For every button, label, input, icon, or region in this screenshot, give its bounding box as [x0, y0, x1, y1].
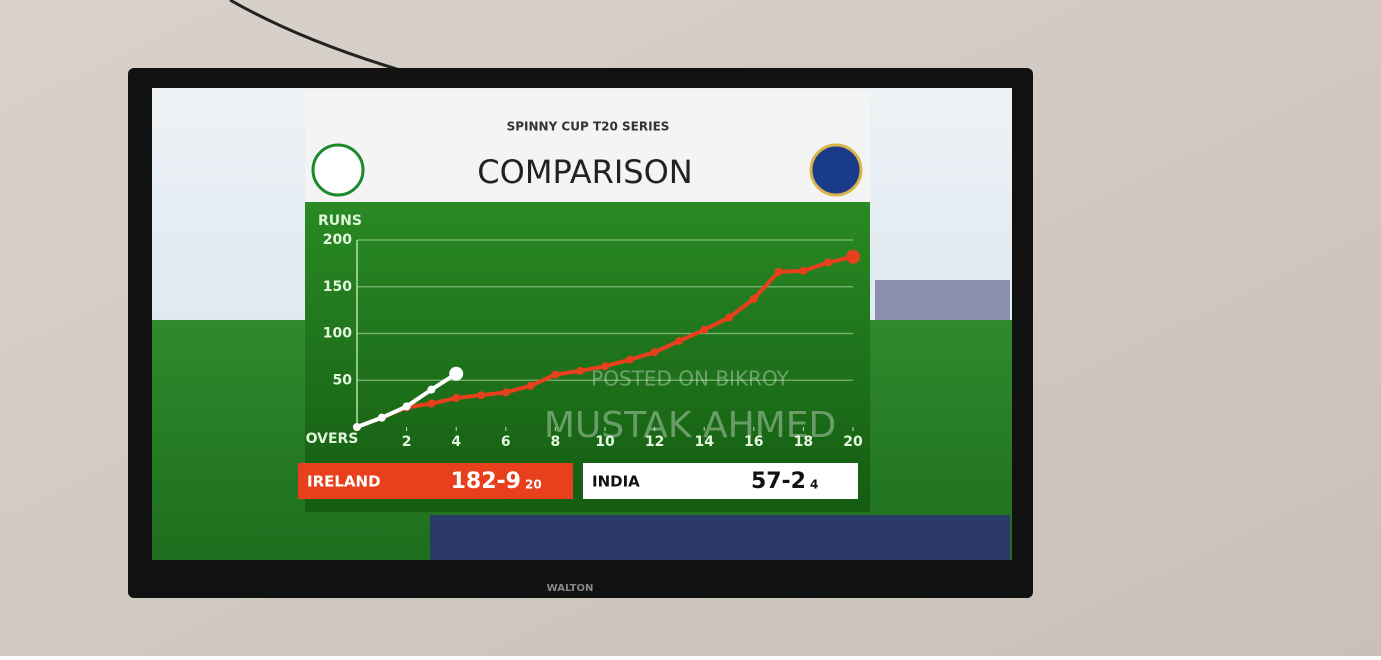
boundary-roof	[430, 515, 1010, 560]
team-score: 182-9	[451, 469, 521, 494]
y-axis-label: RUNS	[318, 213, 362, 229]
data-point	[353, 423, 361, 431]
data-point	[601, 362, 609, 371]
plot: 50 100 150 200 2 4 6 8 10 12 14 16 18 20	[323, 232, 863, 450]
data-point	[501, 388, 510, 397]
score-box	[583, 463, 858, 499]
data-point	[700, 325, 709, 334]
data-point	[427, 385, 436, 394]
x-tick-label: 12	[645, 434, 664, 450]
x-tick-label: 10	[595, 434, 615, 450]
team-name: IRELAND	[307, 473, 381, 491]
data-point	[774, 267, 783, 276]
data-point	[477, 391, 485, 400]
data-point	[749, 294, 758, 303]
data-point	[551, 370, 560, 379]
watermark: MUSTAK AHMED	[544, 405, 836, 446]
data-point	[377, 413, 386, 422]
chart-panel	[305, 202, 870, 512]
x-tick-label: 8	[551, 434, 561, 450]
x-axis-label: OVERS	[306, 431, 359, 447]
data-point	[846, 249, 860, 264]
x-tick-label: 16	[744, 434, 763, 450]
data-point	[449, 366, 464, 381]
data-point	[452, 394, 461, 403]
team-overs: 4	[810, 478, 818, 492]
data-point	[725, 313, 733, 322]
cable	[229, 0, 401, 72]
team-overs: 20	[525, 478, 542, 492]
data-point	[824, 258, 833, 267]
india-logo	[809, 143, 863, 197]
x-tick-label: 2	[402, 434, 412, 450]
tv-brand: WALTON	[547, 583, 594, 594]
data-point	[576, 366, 585, 375]
y-tick-label: 50	[333, 372, 353, 388]
data-point	[675, 336, 684, 345]
y-tick-label: 100	[323, 326, 352, 342]
x-tick-label: 6	[501, 434, 511, 450]
data-point	[799, 266, 808, 275]
data-point	[625, 355, 634, 364]
team-name: INDIA	[592, 473, 640, 491]
y-tick-label: 200	[323, 232, 352, 248]
x-tick-label: 4	[451, 434, 461, 450]
title-panel	[305, 92, 870, 202]
data-point	[526, 381, 535, 390]
x-tick-label: 14	[694, 434, 714, 450]
chart-title: COMPARISON	[477, 153, 692, 191]
team-score: 57-2	[751, 469, 806, 494]
stands	[875, 280, 1010, 320]
series-title: SPINNY CUP T20 SERIES	[507, 120, 670, 134]
x-tick-label: 20	[843, 434, 863, 450]
watermark: POSTED ON BIKROY	[591, 367, 789, 391]
scoreboard: IRELAND 182-9 20 INDIA 57-2 4	[298, 463, 858, 499]
data-point	[402, 402, 411, 411]
x-tick-label: 18	[794, 434, 813, 450]
data-point	[650, 348, 659, 357]
y-tick-label: 150	[323, 279, 352, 295]
data-point	[427, 399, 436, 408]
score-box	[298, 463, 573, 499]
ireland-logo	[311, 143, 365, 197]
